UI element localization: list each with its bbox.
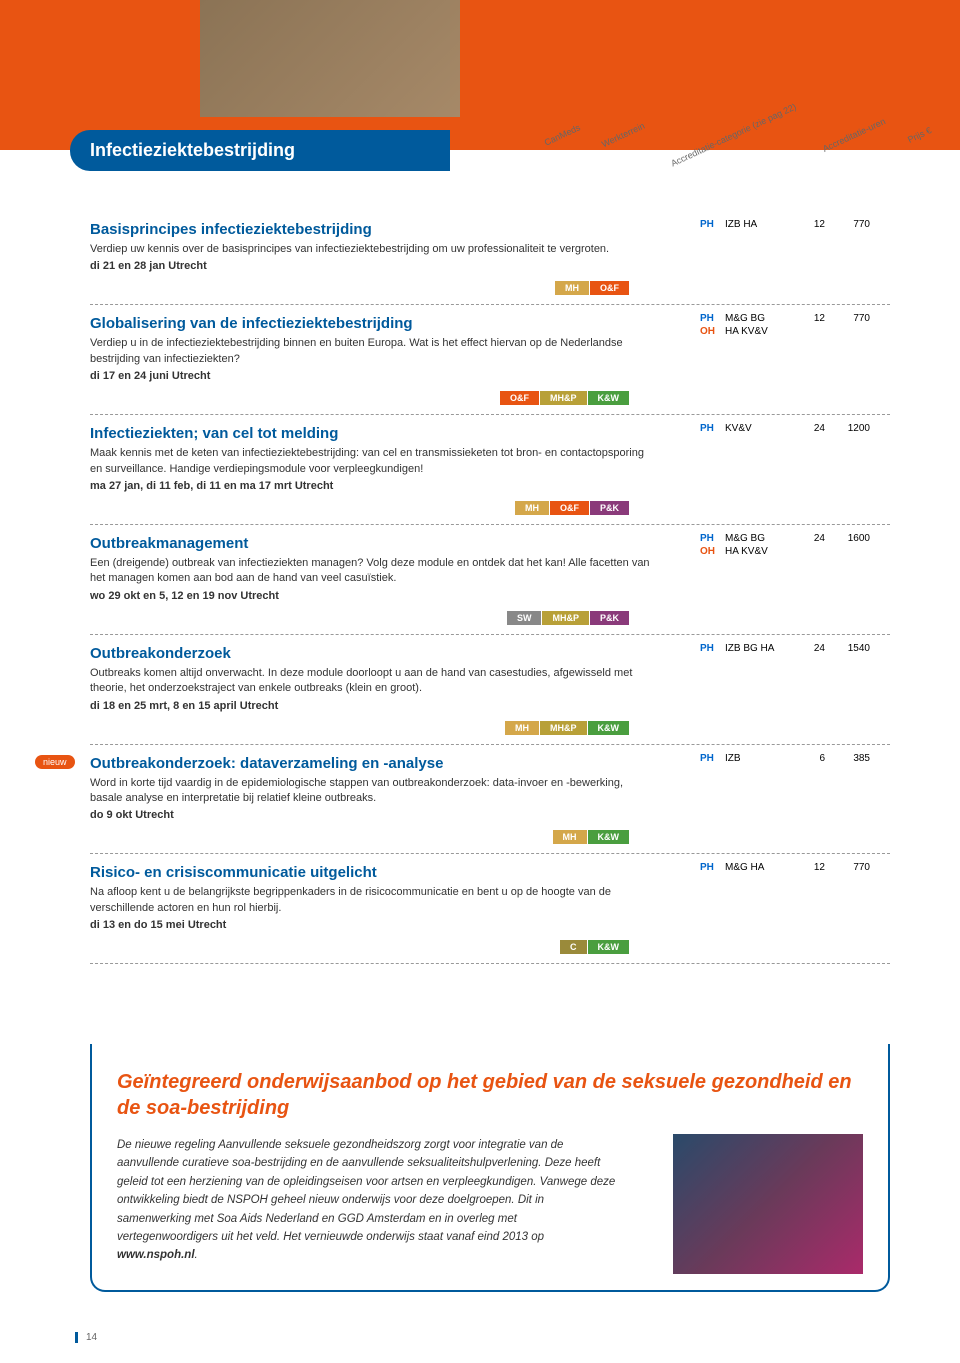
prefix: OH xyxy=(700,546,725,557)
course-date: do 9 okt Utrecht xyxy=(90,809,890,821)
accr-code: IZB HA xyxy=(725,219,795,230)
course-list: Basisprincipes infectieziektebestrijding… xyxy=(90,211,890,964)
course-item: nieuwOutbreakonderzoek: dataverzameling … xyxy=(90,745,890,855)
course-date: wo 29 okt en 5, 12 en 19 nov Utrecht xyxy=(90,590,890,602)
course-item: OutbreakonderzoekOutbreaks komen altijd … xyxy=(90,635,890,745)
course-description: Een (dreigende) outbreak van infectiezie… xyxy=(90,556,650,587)
tag-c: C xyxy=(560,940,587,954)
course-date: ma 27 jan, di 11 feb, di 11 en ma 17 mrt… xyxy=(90,480,890,492)
accr-code: IZB xyxy=(725,753,795,764)
accr-code: M&G BG xyxy=(725,313,795,324)
tag-kw: K&W xyxy=(588,830,630,844)
course-description: Na afloop kent u de belangrijkste begrip… xyxy=(90,885,650,916)
tag-of: O&F xyxy=(550,501,589,515)
course-meta: PHIZB HA12770 xyxy=(700,219,900,232)
callout-title: Geïntegreerd onderwijsaanbod op het gebi… xyxy=(117,1069,863,1121)
price: 770 xyxy=(825,313,870,324)
course-item: Basisprincipes infectieziektebestrijding… xyxy=(90,211,890,305)
accr-hours: 12 xyxy=(795,219,825,230)
section-title: Infectieziektebestrijding xyxy=(70,130,450,171)
callout-image xyxy=(673,1134,863,1274)
course-description: Verdiep u in de infectieziektebestrijdin… xyxy=(90,336,650,367)
course-date: di 18 en 25 mrt, 8 en 15 april Utrecht xyxy=(90,700,890,712)
accr-hours: 24 xyxy=(795,423,825,434)
accr-hours: 12 xyxy=(795,313,825,324)
tag-pk: P&K xyxy=(590,611,629,625)
course-meta: PHKV&V241200 xyxy=(700,423,900,436)
accr-code: KV&V xyxy=(725,423,795,434)
prefix: PH xyxy=(700,313,725,324)
accr-code: M&G HA xyxy=(725,862,795,873)
course-item: OutbreakmanagementEen (dreigende) outbre… xyxy=(90,525,890,635)
course-description: Outbreaks komen altijd onverwacht. In de… xyxy=(90,666,650,697)
nieuw-badge: nieuw xyxy=(35,755,75,769)
course-description: Verdiep uw kennis over de basisprincipes… xyxy=(90,242,650,257)
accr-hours: 24 xyxy=(795,533,825,544)
tag-pk: P&K xyxy=(590,501,629,515)
price: 385 xyxy=(825,753,870,764)
prefix: PH xyxy=(700,643,725,654)
callout-body: De nieuwe regeling Aanvullende seksuele … xyxy=(117,1136,617,1265)
course-description: Maak kennis met de keten van infectiezie… xyxy=(90,446,650,477)
accr-hours: 24 xyxy=(795,643,825,654)
course-item: Infectieziekten; van cel tot meldingMaak… xyxy=(90,415,890,525)
price: 1600 xyxy=(825,533,870,544)
header-photo xyxy=(200,0,460,120)
prefix: PH xyxy=(700,533,725,544)
course-meta: PHIZB6385 xyxy=(700,753,900,766)
tag-kw: K&W xyxy=(588,721,630,735)
page-number: 14 xyxy=(75,1332,960,1343)
tag-mh: MH xyxy=(505,721,539,735)
callout-link: www.nspoh.nl xyxy=(117,1249,195,1261)
accr-hours: 6 xyxy=(795,753,825,764)
course-date: di 13 en do 15 mei Utrecht xyxy=(90,919,890,931)
tag-of: O&F xyxy=(500,391,539,405)
prefix: PH xyxy=(700,423,725,434)
accr-hours: 12 xyxy=(795,862,825,873)
price: 770 xyxy=(825,862,870,873)
tag-mh: MH xyxy=(515,501,549,515)
prefix: OH xyxy=(700,326,725,337)
course-meta: PHM&G BG12770 OHHA KV&V xyxy=(700,313,900,339)
prefix: PH xyxy=(700,753,725,764)
tag-mh: MH xyxy=(555,281,589,295)
course-meta: PHM&G BG241600 OHHA KV&V xyxy=(700,533,900,559)
course-date: di 21 en 28 jan Utrecht xyxy=(90,260,890,272)
course-item: Globalisering van de infectieziektebestr… xyxy=(90,305,890,415)
price: 770 xyxy=(825,219,870,230)
tag-mhp: MH&P xyxy=(542,611,589,625)
tag-of: O&F xyxy=(590,281,629,295)
tag-mhp: MH&P xyxy=(540,391,587,405)
accr-code: HA KV&V xyxy=(725,326,795,337)
price: 1540 xyxy=(825,643,870,654)
accr-code: HA KV&V xyxy=(725,546,795,557)
course-item: Risico- en crisiscommunicatie uitgelicht… xyxy=(90,854,890,964)
accr-code: M&G BG xyxy=(725,533,795,544)
prefix: PH xyxy=(700,862,725,873)
course-date: di 17 en 24 juni Utrecht xyxy=(90,370,890,382)
column-headers: CanMeds Werkterrein Accreditatie-categor… xyxy=(535,130,940,140)
course-meta: PHIZB BG HA241540 xyxy=(700,643,900,656)
course-description: Word in korte tijd vaardig in de epidemi… xyxy=(90,776,650,807)
tag-mh: MH xyxy=(553,830,587,844)
price: 1200 xyxy=(825,423,870,434)
tag-kw: K&W xyxy=(588,391,630,405)
callout-box: Geïntegreerd onderwijsaanbod op het gebi… xyxy=(90,1044,890,1292)
tag-mhp: MH&P xyxy=(540,721,587,735)
prefix: PH xyxy=(700,219,725,230)
tag-sw: SW xyxy=(507,611,542,625)
page-header xyxy=(0,0,960,150)
accr-code: IZB BG HA xyxy=(725,643,795,654)
tag-kw: K&W xyxy=(588,940,630,954)
callout-text: De nieuwe regeling Aanvullende seksuele … xyxy=(117,1139,615,1243)
course-meta: PHM&G HA12770 xyxy=(700,862,900,875)
